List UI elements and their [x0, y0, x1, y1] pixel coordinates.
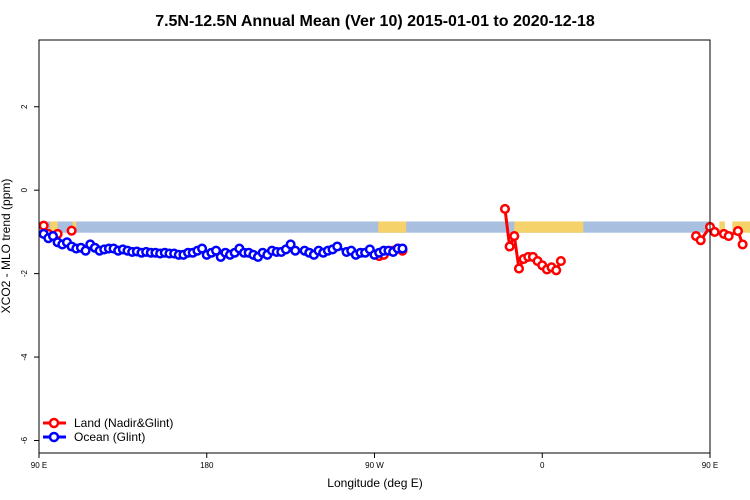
plot-frame: [38, 39, 711, 454]
plot-area: [38, 203, 750, 276]
land-data-point: [509, 231, 520, 242]
landmass-region: [719, 221, 725, 233]
x-tick-label: 90 E: [702, 461, 718, 470]
chart-title: 7.5N-12.5N Annual Mean (Ver 10) 2015-01-…: [155, 13, 595, 30]
y-axis: 2 0 -2 -4 -6: [20, 104, 39, 444]
ocean-data-point: [211, 245, 222, 256]
ocean-data-point: [285, 239, 296, 250]
y-tick-label: 2: [20, 104, 29, 109]
landmass-region: [732, 221, 750, 233]
ocean-data-point: [47, 231, 59, 242]
ocean-data-point: [397, 243, 408, 254]
legend-ocean-label: Ocean (Glint): [74, 430, 145, 444]
land-data-point: [499, 203, 511, 215]
x-tick-label: 180: [200, 461, 214, 470]
ocean-data-point: [80, 245, 91, 256]
legend-land-marker: [48, 417, 60, 429]
y-tick-label: -2: [20, 270, 29, 278]
land-data-point: [732, 226, 744, 237]
landmass-region: [514, 221, 584, 233]
land-data-point: [737, 239, 748, 250]
y-axis-label: XCO2 - MLO trend (ppm): [0, 179, 13, 314]
land-data-point: [555, 256, 566, 267]
latitude-band: [39, 221, 710, 233]
y-tick-label: 0: [20, 187, 29, 192]
legend-land-label: Land (Nadir&Glint): [74, 416, 173, 430]
y-tick-label: -4: [20, 353, 29, 361]
x-axis: 90 E 180 90 W 0 90 E: [31, 453, 718, 470]
legend: Land (Nadir&Glint) Ocean (Glint): [43, 416, 173, 444]
land-data-point: [695, 235, 706, 246]
ocean-data-point: [332, 241, 343, 252]
land-data-point: [38, 220, 49, 231]
ocean-data-point: [290, 245, 301, 256]
y-tick-label: -6: [20, 436, 29, 444]
land-data-point: [723, 231, 734, 242]
landmass-region: [378, 221, 407, 233]
x-axis-label: Longitude (deg E): [327, 476, 422, 490]
land-data-point: [66, 225, 77, 236]
land-data-point: [551, 265, 562, 276]
x-tick-label: 90 E: [31, 461, 47, 470]
landmass-region: [50, 221, 58, 233]
land-data-point: [513, 263, 525, 274]
land-data-point: [504, 241, 515, 252]
ocean-data-point: [197, 243, 208, 254]
x-tick-label: 90 W: [365, 461, 384, 470]
land-data-point: [709, 226, 720, 237]
legend-ocean-marker: [48, 431, 60, 443]
x-tick-label: 0: [540, 461, 545, 470]
